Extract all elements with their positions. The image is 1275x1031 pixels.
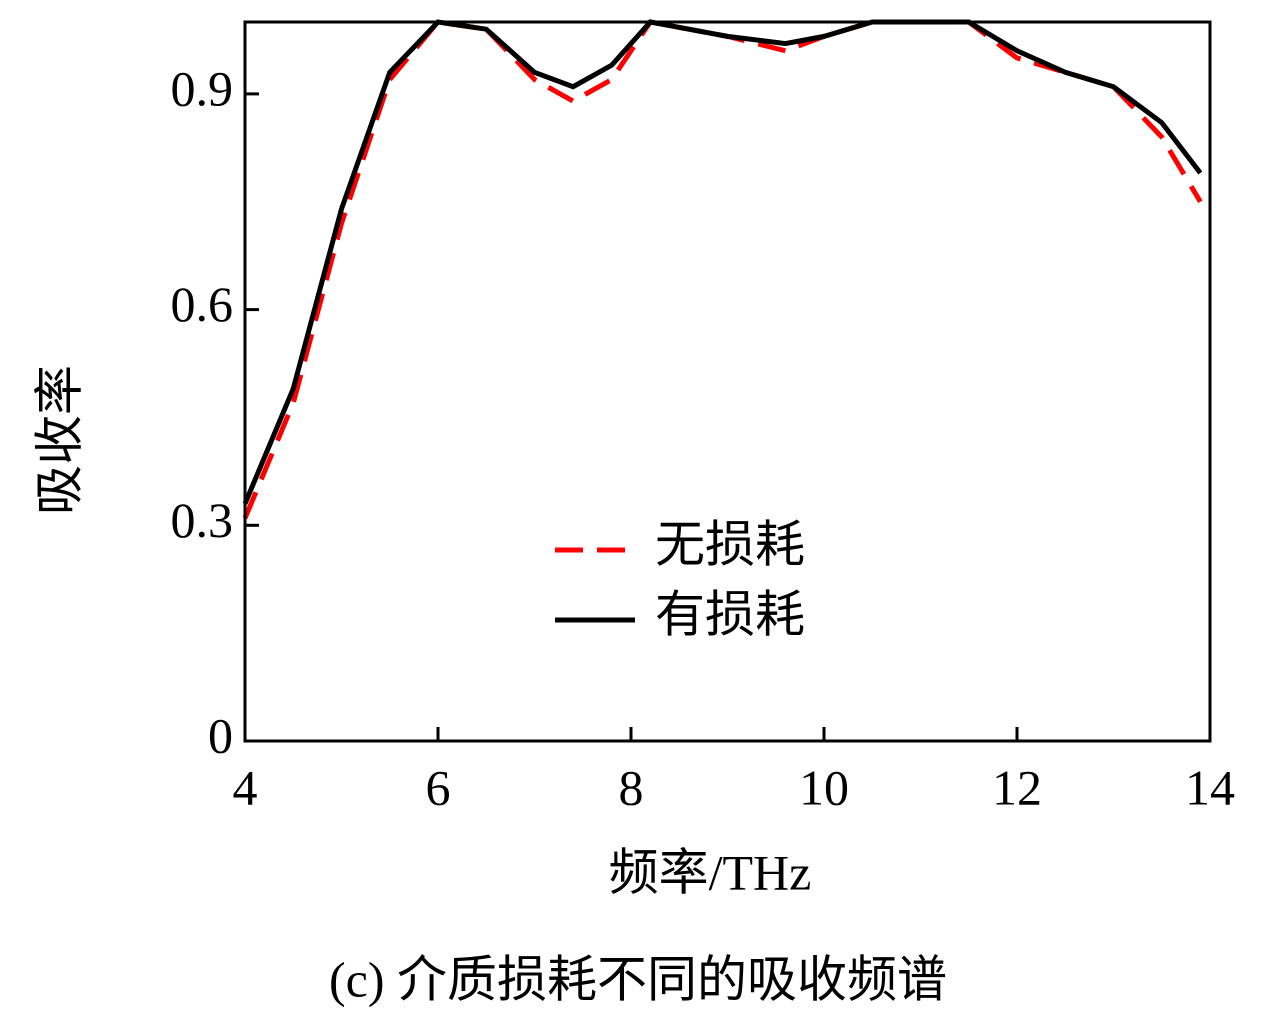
x-tick-label: 8: [619, 759, 644, 815]
legend-label: 无损耗: [655, 516, 805, 572]
y-tick-label: 0.3: [171, 492, 234, 548]
x-tick-label: 12: [992, 759, 1042, 815]
legend-label: 有损耗: [655, 586, 805, 642]
series-line: [242, 19, 1203, 505]
series-line: [242, 19, 1203, 520]
x-tick-label: 6: [426, 759, 451, 815]
plot-frame: [243, 20, 1212, 743]
y-tick-label: 0.6: [171, 276, 234, 332]
y-axis-label: 吸收率: [31, 365, 87, 515]
y-tick-label: 0: [208, 707, 233, 763]
x-tick-label: 14: [1185, 759, 1235, 815]
x-tick-label: 10: [799, 759, 849, 815]
chart-title: (c) 介质损耗不同的吸收频谱: [329, 951, 947, 1007]
x-axis-label: 频率/THz: [609, 844, 812, 900]
y-tick-label: 0.9: [171, 60, 234, 116]
x-tick-label: 4: [233, 759, 258, 815]
